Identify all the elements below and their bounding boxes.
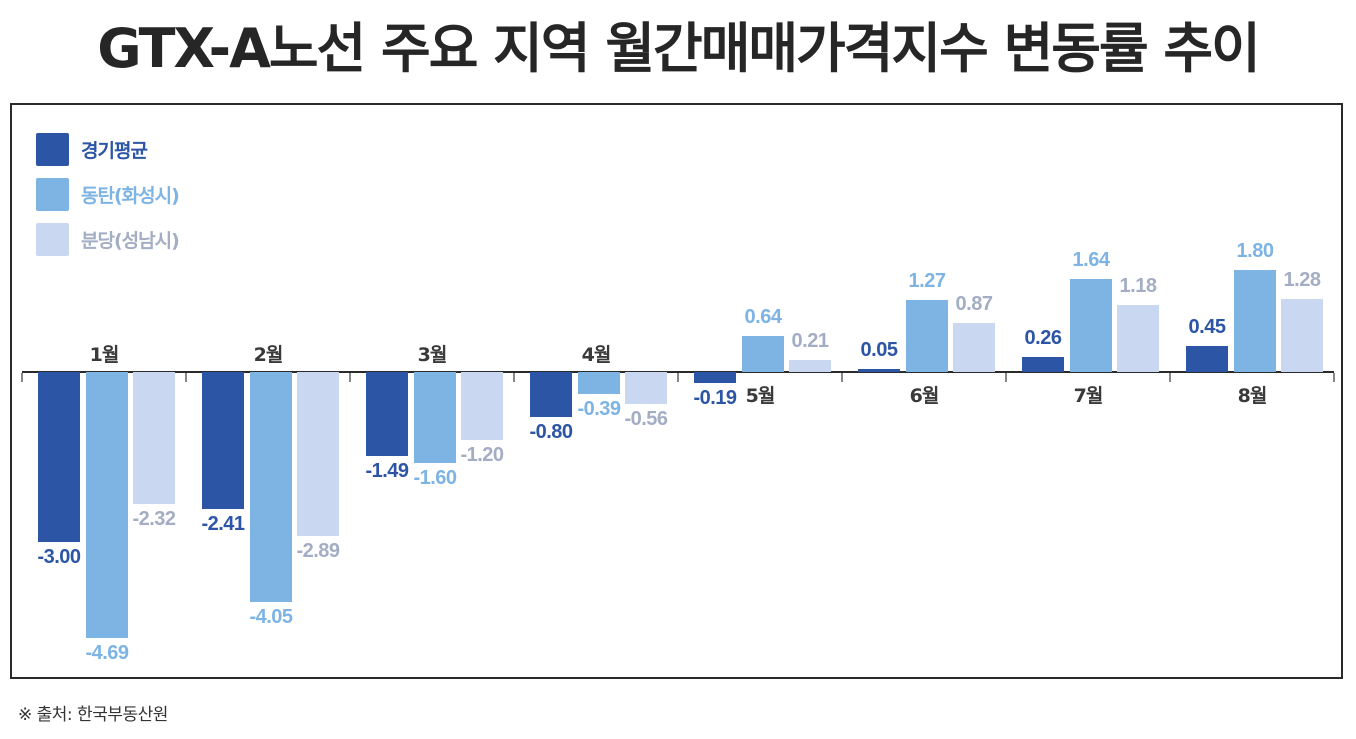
bar-value-label: -2.41 bbox=[201, 512, 245, 535]
bar-value-label: 0.05 bbox=[860, 339, 898, 362]
x-axis-category-label: 6월 bbox=[909, 385, 940, 407]
bar bbox=[1070, 279, 1112, 372]
bar bbox=[1281, 299, 1323, 372]
x-axis-tick bbox=[185, 373, 187, 382]
legend-item-bundang: 분당(성남시) bbox=[36, 217, 180, 262]
bar bbox=[578, 372, 620, 395]
legend-label: 동탄(화성시) bbox=[81, 185, 180, 207]
bar bbox=[953, 322, 995, 372]
bar-value-label: 0.87 bbox=[955, 292, 993, 315]
bar-value-label: 0.26 bbox=[1024, 327, 1062, 350]
bar bbox=[1186, 346, 1228, 372]
bar bbox=[461, 372, 503, 441]
bar-value-label: -4.05 bbox=[249, 605, 293, 628]
x-axis-tick bbox=[1333, 373, 1335, 382]
x-axis-line bbox=[22, 371, 1334, 373]
bar-value-label: -0.80 bbox=[529, 421, 573, 444]
x-axis-category-label: 5월 bbox=[745, 385, 776, 407]
bar-value-label: 1.80 bbox=[1236, 239, 1274, 262]
bar bbox=[742, 335, 784, 372]
bar bbox=[297, 372, 339, 536]
bar bbox=[38, 372, 80, 543]
bar-value-label: -0.56 bbox=[624, 407, 668, 430]
bar bbox=[133, 372, 175, 504]
x-axis-category-label: 2월 bbox=[253, 344, 284, 366]
bar-value-label: -1.20 bbox=[460, 444, 504, 467]
legend: 경기평균 동탄(화성시) 분당(성남시) bbox=[36, 127, 180, 262]
x-axis-category-label: 3월 bbox=[417, 344, 448, 366]
x-axis-category-label: 1월 bbox=[89, 344, 120, 366]
bar-value-label: 0.45 bbox=[1188, 316, 1226, 339]
source-note: ※ 출처: 한국부동산원 bbox=[18, 705, 168, 725]
legend-swatch-gyeonggi bbox=[36, 133, 69, 166]
legend-label: 경기평균 bbox=[81, 140, 148, 162]
legend-item-dongtan: 동탄(화성시) bbox=[36, 172, 180, 217]
bar-value-label: 0.21 bbox=[791, 330, 829, 353]
x-axis-tick bbox=[677, 373, 679, 382]
x-axis-tick bbox=[1005, 373, 1007, 382]
x-axis-category-label: 8월 bbox=[1237, 385, 1268, 407]
bar bbox=[1234, 269, 1276, 372]
x-axis-tick bbox=[349, 373, 351, 382]
bar bbox=[414, 372, 456, 463]
bar bbox=[202, 372, 244, 509]
bar-value-label: -0.19 bbox=[693, 386, 737, 409]
x-axis-category-label: 7월 bbox=[1073, 385, 1104, 407]
bar bbox=[250, 372, 292, 602]
bar-value-label: -2.32 bbox=[132, 507, 176, 530]
bar-value-label: -3.00 bbox=[37, 546, 81, 569]
bar-value-label: -2.89 bbox=[296, 539, 340, 562]
chart-title: GTX-A노선 주요 지역 월간매매가격지수 변동률 추이 bbox=[97, 17, 1261, 80]
legend-swatch-dongtan bbox=[36, 178, 69, 211]
x-axis-tick bbox=[1169, 373, 1171, 382]
x-axis-tick bbox=[841, 373, 843, 382]
legend-item-gyeonggi: 경기평균 bbox=[36, 127, 179, 172]
bar bbox=[366, 372, 408, 457]
bar-value-label: 1.18 bbox=[1119, 275, 1157, 298]
bar bbox=[625, 372, 667, 404]
x-axis-category-label: 4월 bbox=[581, 344, 612, 366]
bar bbox=[530, 372, 572, 418]
bar bbox=[858, 369, 900, 372]
bar-value-label: 1.28 bbox=[1283, 269, 1321, 292]
bar bbox=[694, 372, 736, 383]
bar-value-label: 1.27 bbox=[908, 269, 946, 292]
bar bbox=[906, 299, 948, 372]
bar-value-label: -1.49 bbox=[365, 460, 409, 483]
chart-frame bbox=[10, 103, 1343, 679]
bar-value-label: -1.60 bbox=[413, 466, 457, 489]
bar-value-label: 0.64 bbox=[744, 305, 782, 328]
x-axis-tick bbox=[21, 373, 23, 382]
bar-value-label: 1.64 bbox=[1072, 249, 1110, 271]
bar bbox=[789, 360, 831, 372]
bar-value-label: -0.39 bbox=[577, 398, 621, 421]
legend-swatch-bundang bbox=[36, 223, 69, 256]
legend-label: 분당(성남시) bbox=[81, 230, 180, 252]
x-axis-tick bbox=[513, 373, 515, 382]
bar bbox=[86, 372, 128, 638]
bar bbox=[1117, 305, 1159, 372]
bar-value-label: -4.69 bbox=[85, 641, 129, 664]
bar bbox=[1022, 357, 1064, 372]
